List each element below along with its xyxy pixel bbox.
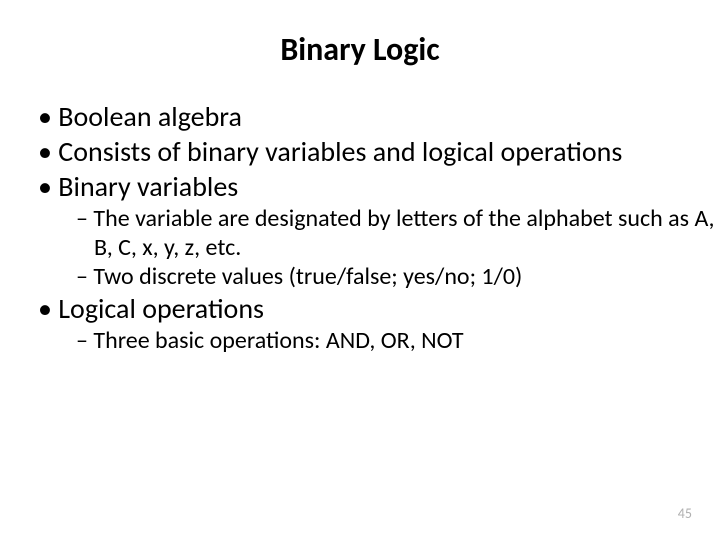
sub-bullet-item: Two discrete values (true/false; yes/no;… — [18, 262, 720, 291]
bullet-item: Consists of binary variables and logical… — [18, 134, 720, 169]
page-number: 45 — [678, 505, 692, 522]
bullet-item: Binary variables — [18, 169, 720, 204]
bullet-item: Logical operations — [18, 291, 720, 326]
slide-title: Binary Logic — [0, 0, 720, 99]
bullet-item: Boolean algebra — [18, 99, 720, 134]
sub-bullet-item: The variable are designated by letters o… — [18, 204, 720, 262]
content-area: Boolean algebra Consists of binary varia… — [0, 99, 720, 355]
sub-bullet-item: Three basic operations: AND, OR, NOT — [18, 326, 720, 355]
